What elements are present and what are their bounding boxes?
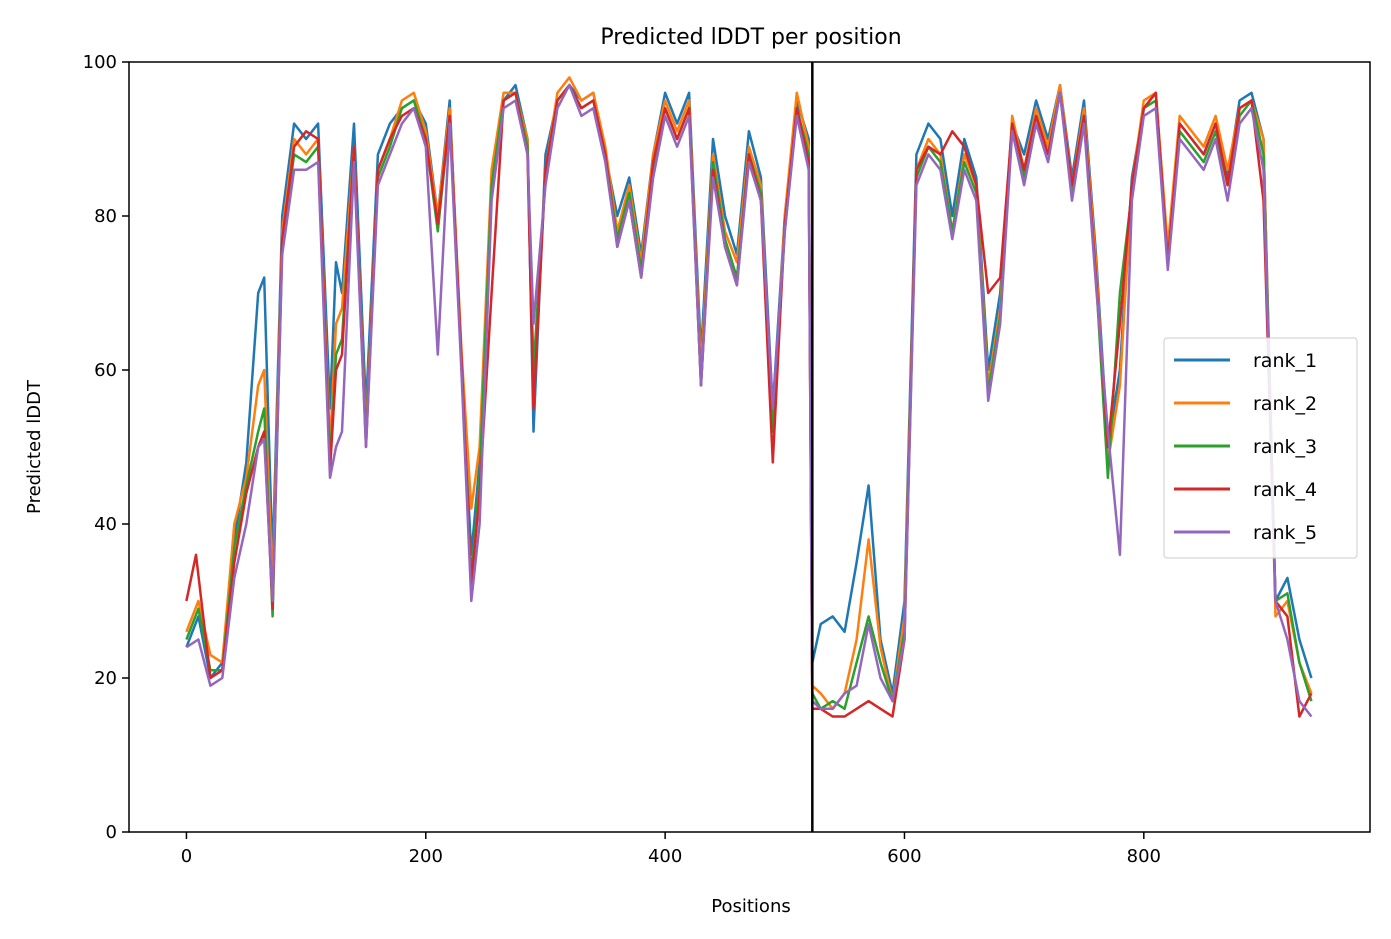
legend: rank_1 rank_2 rank_3 rank_4 rank_5: [1163, 337, 1358, 559]
y-tick-label: 60: [94, 360, 117, 381]
chart-title: Predicted lDDT per position: [600, 25, 901, 50]
legend-label-rank_5: rank_5: [1253, 522, 1317, 544]
y-axis: 0 20 40 60 80 100: [83, 52, 129, 843]
x-tick-label: 200: [409, 846, 443, 867]
legend-label-rank_3: rank_3: [1253, 436, 1317, 458]
x-tick-label: 0: [181, 846, 192, 867]
x-axis: 0 200 400 600 800: [181, 832, 1161, 867]
y-tick-label: 80: [94, 206, 117, 227]
y-tick-label: 100: [83, 52, 117, 73]
y-axis-label: Predicted lDDT: [24, 379, 45, 514]
legend-label-rank_4: rank_4: [1253, 479, 1317, 501]
x-tick-label: 600: [887, 846, 921, 867]
x-tick-label: 400: [648, 846, 682, 867]
legend-box: [1163, 337, 1358, 559]
legend-label-rank_1: rank_1: [1253, 350, 1317, 372]
plot-lines: [185, 76, 1313, 718]
legend-label-rank_2: rank_2: [1253, 393, 1317, 415]
y-tick-label: 40: [94, 514, 117, 535]
y-tick-label: 20: [94, 668, 117, 689]
x-tick-label: 800: [1127, 846, 1161, 867]
series-line-rank_5: [185, 83, 1313, 718]
plot-frame: [128, 61, 1371, 833]
x-axis-label: Positions: [711, 896, 790, 917]
y-tick-label: 0: [106, 822, 117, 843]
